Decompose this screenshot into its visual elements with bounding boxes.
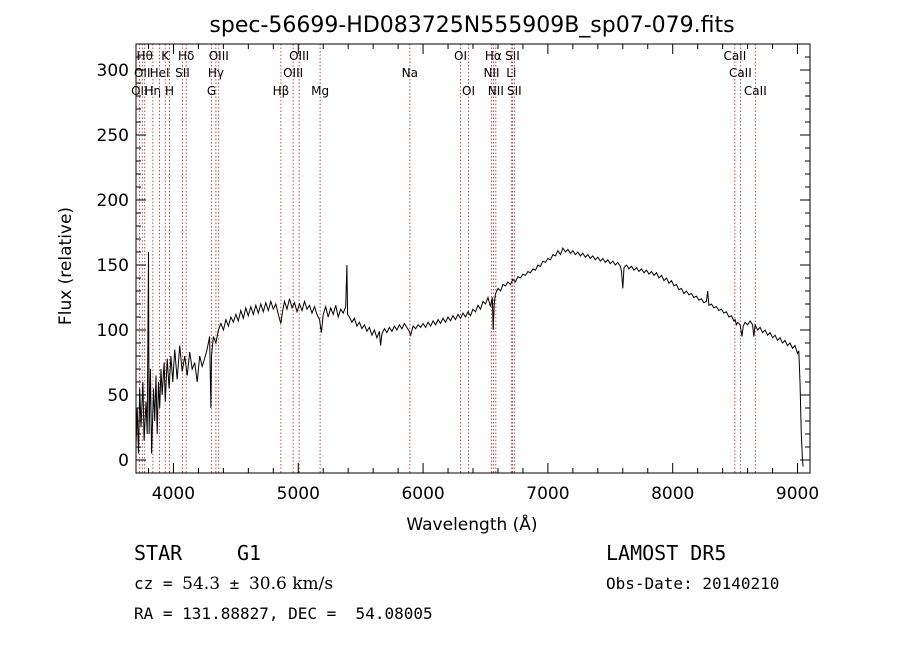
- line-marker-label: Hη: [145, 84, 162, 98]
- line-marker-label: OIII: [289, 49, 309, 63]
- line-marker-label: OIII: [283, 66, 303, 80]
- line-marker-label: SII: [505, 49, 520, 63]
- line-marker-label: HeI: [150, 66, 170, 80]
- x-tick-label: 5000: [277, 484, 320, 504]
- line-marker-label: Hα: [485, 49, 502, 63]
- line-marker-label: SII: [507, 84, 522, 98]
- line-marker-label: H: [165, 84, 174, 98]
- line-markers: OIIOIIHθHηHeIKHSIIHδGHγOIIIHβOIIIOIIIMgN…: [131, 44, 767, 473]
- x-tick-label: 8000: [651, 484, 694, 504]
- x-tick-label: 9000: [776, 484, 819, 504]
- y-tick-label: 200: [97, 191, 129, 211]
- redshift-readout: cz = 54.3 ± 30.6 km/s: [134, 574, 333, 594]
- line-marker-label: Hγ: [208, 66, 224, 80]
- plot-frame: [135, 43, 811, 474]
- object-class: STAR: [134, 541, 183, 565]
- line-marker-label: Mg: [311, 84, 329, 98]
- y-tick-label: 50: [107, 386, 129, 406]
- line-marker-label: NII: [483, 66, 499, 80]
- x-axis-label: Wavelength (Å): [406, 513, 537, 535]
- line-marker-label: OII: [131, 84, 148, 98]
- y-tick-label: 0: [118, 451, 129, 471]
- line-marker-label: Na: [402, 66, 418, 80]
- sky-coordinates: RA = 131.88827, DEC = 54.08005: [134, 604, 433, 623]
- line-marker-label: G: [207, 84, 216, 98]
- y-tick-label: 150: [97, 256, 129, 276]
- cz-prefix: cz =: [134, 574, 183, 593]
- cz-error: 30.6 km/s: [248, 574, 334, 594]
- x-tick-label: 4000: [152, 484, 195, 504]
- observation-date: Obs-Date: 20140210: [606, 574, 780, 593]
- line-marker-label: Hθ: [137, 49, 153, 63]
- line-marker-label: CaII: [723, 49, 746, 63]
- x-tick-label: 7000: [526, 484, 569, 504]
- spectrum-series-line: [135, 246, 804, 467]
- line-marker-label: SII: [175, 66, 190, 80]
- y-tick-label: 300: [97, 61, 129, 81]
- line-marker-label: CaII: [744, 84, 767, 98]
- chart-title: spec-56699-HD083725N555909B_sp07-079.fit…: [209, 13, 734, 38]
- y-tick-label: 100: [97, 321, 129, 341]
- line-marker-label: OI: [454, 49, 467, 63]
- object-subclass: G1: [237, 541, 262, 565]
- survey-name: LAMOST DR5: [606, 541, 727, 565]
- cz-plus-minus: ±: [229, 574, 240, 593]
- line-marker-label: CaII: [729, 66, 752, 80]
- line-marker-label: Hβ: [273, 84, 290, 98]
- line-marker-label: NII: [488, 84, 504, 98]
- y-tick-label: 250: [97, 126, 129, 146]
- line-marker-label: OIII: [209, 49, 229, 63]
- line-marker-label: Li: [506, 66, 516, 80]
- line-marker-label: Hδ: [178, 49, 194, 63]
- x-tick-label: 6000: [401, 484, 444, 504]
- line-marker-label: OI: [462, 84, 475, 98]
- y-axis-label: Flux (relative): [56, 207, 76, 325]
- line-marker-label: K: [161, 49, 170, 63]
- axis-ticks: 4000 5000 6000 7000 8000 9000 0 50 100 150 200 250 3…: [97, 44, 819, 504]
- cz-value: 54.3: [182, 574, 221, 594]
